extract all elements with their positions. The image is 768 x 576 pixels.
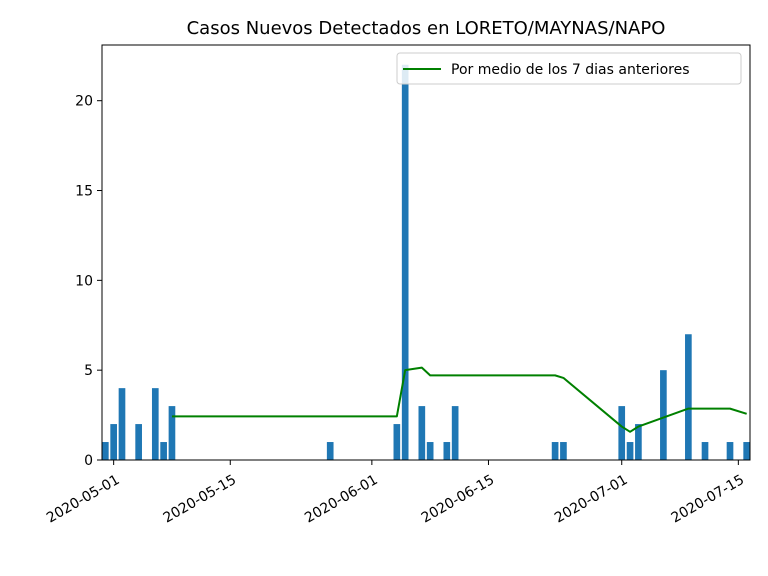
- bar-2020-04-30: [102, 442, 109, 460]
- bar-2020-05-27: [326, 442, 334, 460]
- bar-2020-05-04: [135, 424, 142, 460]
- x-tick-label: 2020-06-15: [419, 472, 497, 527]
- y-tick-label: 0: [84, 453, 93, 469]
- legend-box: [396, 52, 742, 85]
- line-series: [171, 366, 747, 433]
- bar-2020-07-06: [660, 370, 667, 460]
- x-tick-label: 2020-05-15: [161, 472, 239, 527]
- moving-average-line: [171, 366, 747, 433]
- y-axis: 0 5 10 15 20: [75, 94, 102, 469]
- y-tick-label: 10: [75, 273, 93, 289]
- bar-2020-06-24: [560, 442, 567, 460]
- bar-2020-06-23: [551, 442, 559, 460]
- x-tick-label: 2020-06-01: [302, 472, 380, 527]
- bar-2020-06-08: [426, 442, 434, 460]
- y-tick-label: 20: [75, 94, 93, 110]
- bar-2020-07-16: [743, 442, 750, 460]
- y-tick-label: 5: [84, 363, 93, 379]
- bar-2020-05-06: [151, 388, 159, 460]
- x-axis: 2020-05-01 2020-05-15 2020-06-01 2020-06-15…: [44, 460, 747, 526]
- bar-2020-06-04: [393, 424, 401, 460]
- plot-frame: [101, 44, 751, 461]
- bar-2020-05-07: [160, 442, 167, 460]
- bar-2020-07-02: [626, 442, 634, 460]
- bar-2020-06-11: [451, 406, 459, 460]
- legend: Por medio de los 7 dias anteriores: [396, 52, 742, 85]
- bar-2020-05-08: [168, 406, 176, 460]
- x-tick-label: 2020-07-01: [552, 472, 630, 527]
- y-tick-label: 15: [75, 184, 93, 200]
- x-tick-label: 2020-05-01: [44, 472, 122, 527]
- bar-2020-07-09: [685, 334, 692, 460]
- x-tick-label: 2020-07-15: [669, 472, 747, 527]
- bar-2020-06-10: [443, 442, 451, 460]
- bar-2020-06-07: [418, 406, 426, 460]
- bar-2020-06-05: [401, 64, 409, 460]
- bar-series: [102, 64, 750, 460]
- bar-2020-07-14: [726, 442, 734, 460]
- bar-2020-05-02: [118, 388, 126, 460]
- bar-2020-07-03: [635, 424, 642, 460]
- chart-title: Casos Nuevos Detectados en LORETO/MAYNAS…: [187, 18, 666, 39]
- bar-2020-07-01: [618, 406, 626, 460]
- bar-2020-07-11: [701, 442, 709, 460]
- legend-label: Por medio de los 7 dias anteriores: [451, 62, 690, 78]
- bar-2020-05-01: [110, 424, 117, 460]
